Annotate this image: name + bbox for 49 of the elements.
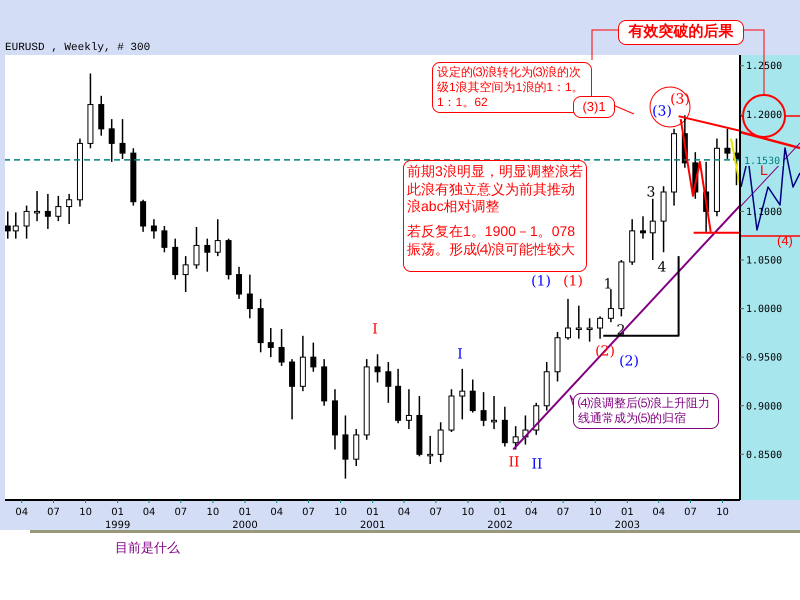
- chart-title: EURUSD , Weekly, # 300: [5, 42, 150, 54]
- y-tick-label: 0.8500: [746, 450, 782, 461]
- x-tick-label: 07: [174, 507, 188, 518]
- annotation: I: [457, 346, 463, 364]
- y-tick-label: 0.9500: [746, 352, 782, 364]
- annotation: 前期3浪明显，明显调整浪若此浪有独立意义为前其推动浪abc相对调整: [407, 163, 583, 216]
- ref-line-label: 1.1530: [744, 156, 780, 167]
- x-tick-label: 04: [525, 507, 538, 518]
- y-tick-label: 1.0000: [746, 304, 782, 316]
- text: 有效突破的后果: [618, 20, 744, 45]
- x-tick-label: 04: [652, 507, 666, 518]
- x-tick-label: 10: [716, 507, 729, 518]
- annotation: 若反复在1。1900－1。078振荡。形成⑷浪可能性较大: [407, 223, 576, 258]
- x-tick-label: 01 2002: [487, 507, 513, 531]
- annotation: I: [372, 321, 378, 339]
- x-tick-label: 01 2001: [360, 507, 386, 531]
- annotation: (3)1: [573, 96, 615, 118]
- x-tick-label: 04: [142, 507, 156, 518]
- x-tick-label: 01 1999: [104, 507, 130, 531]
- x-tick-label: 07: [302, 507, 315, 518]
- x-tick-label: 07: [684, 507, 697, 518]
- annotation: 4: [658, 259, 666, 277]
- annotation: II: [508, 454, 520, 472]
- x-tick-label: 07: [429, 507, 442, 518]
- x-tick-label: 10: [79, 507, 92, 518]
- x-tick-label: 10: [334, 507, 347, 518]
- x-tick-label: 04: [398, 507, 410, 518]
- x-tick-label: 04: [15, 507, 28, 518]
- annotation: 1: [604, 276, 612, 294]
- x-tick-label: 10: [588, 507, 602, 518]
- annotation: (3): [670, 91, 690, 108]
- annotation: ⑷浪调整后⑸浪上升阻力线通常成为⑸的归宿: [573, 393, 719, 429]
- annotation: (2): [619, 353, 639, 371]
- x-tick-label: 07: [47, 507, 60, 518]
- text: 目前是什么: [115, 540, 180, 556]
- annotation: (3): [652, 103, 672, 121]
- x-tick-label: 07: [556, 507, 570, 518]
- x-tick-label: 01 2003: [614, 507, 640, 531]
- x-tick-label: 04: [270, 507, 284, 518]
- annotation: (1): [563, 273, 583, 291]
- x-tick-label: 10: [206, 507, 220, 518]
- annotation: (1): [531, 273, 551, 291]
- y-tick-label: 1.0500: [746, 256, 782, 267]
- annotation: 3: [646, 184, 656, 202]
- x-tick-label: 01 2000: [232, 507, 258, 531]
- y-tick-label: 1.2000: [746, 110, 782, 121]
- y-tick-label: 0.9000: [746, 401, 782, 412]
- annotation: II: [531, 456, 543, 474]
- x-tick-label: 10: [462, 507, 474, 518]
